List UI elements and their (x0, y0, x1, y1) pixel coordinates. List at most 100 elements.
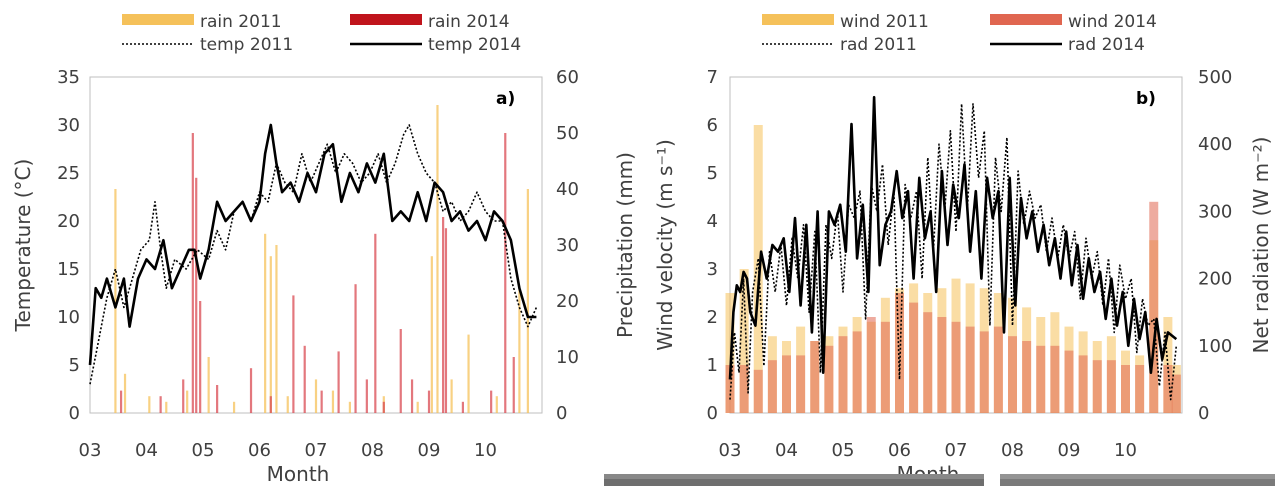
y-tick-label: 25 (57, 163, 80, 184)
y-axis-title-a: Temperature (°C) (11, 159, 35, 333)
x-tick-label: 09 (1058, 440, 1081, 461)
bar-wind-2014 (838, 336, 848, 413)
bar-rain-2011 (123, 373, 127, 413)
y-tick-label: 20 (57, 211, 80, 232)
bar-wind-2014 (1078, 355, 1088, 413)
legend-swatch-wind-2014 (990, 14, 1062, 25)
bar-wind-2014 (852, 331, 862, 413)
bar-wind-2014 (810, 341, 820, 413)
bar-rain-2011 (314, 379, 318, 413)
marks-panel-b: 0 1 2 3 4 5 6 7 0 100 200 300 400 500 03 04 05 06 07 08 09 10 (707, 67, 1233, 461)
bar-rain-2014 (365, 379, 368, 413)
legend-swatch-rain-2011 (122, 14, 194, 25)
y-axis-title-b: Wind velocity (m s⁻¹) (653, 139, 677, 351)
bar-wind-2014 (767, 360, 777, 413)
y2-axis-title-b: Net radiation (W m⁻²) (1249, 137, 1273, 354)
y-tick-label: 10 (57, 307, 80, 328)
bar-rain-2014 (199, 301, 202, 413)
legend-label-wind-2014: wind 2014 (1068, 12, 1157, 32)
bar-wind-2014 (1106, 360, 1116, 413)
bar-rain-2014 (354, 284, 357, 413)
x-tick-label: 07 (945, 440, 968, 461)
bar-wind-2014 (880, 321, 890, 413)
legend-swatch-rain-2014 (350, 14, 422, 25)
x-tick-label: 10 (1114, 440, 1137, 461)
y2-tick-label: 400 (1198, 134, 1232, 155)
y2-tick-label: 300 (1198, 201, 1232, 222)
legend-label-rad-2011: rad 2011 (840, 35, 917, 55)
legend-label-temp-2011: temp 2011 (200, 35, 293, 55)
bar-rain-2014 (337, 351, 340, 413)
legend-label-rad-2014: rad 2014 (1068, 35, 1145, 55)
bar-wind-2014 (1163, 365, 1173, 413)
y2-tick-label: 0 (1198, 403, 1209, 424)
bar-rain-2014 (374, 233, 377, 413)
bar-wind-2014 (1064, 350, 1074, 413)
plot-area-a (89, 76, 543, 414)
bar-wind-2014 (909, 302, 919, 413)
x-tick-label: 05 (832, 440, 855, 461)
bar-wind-2014 (739, 365, 749, 413)
line-temp-2011 (89, 124, 538, 385)
x-tick-label: 03 (79, 440, 102, 461)
x-tick-label: 07 (305, 440, 328, 461)
bar-rain-2014 (195, 177, 198, 413)
x-tick-label: 08 (1001, 440, 1024, 461)
bar-wind-2014 (979, 331, 989, 413)
bar-rain-2011 (269, 256, 272, 413)
bar-rain-2011 (232, 401, 236, 413)
bar-rain-2011 (526, 189, 529, 413)
y-tick-label: 15 (57, 259, 80, 280)
x-tick-label: 03 (719, 440, 742, 461)
bar-rain-2014 (504, 133, 507, 413)
line-temp-2014 (88, 123, 537, 366)
bar-wind-2014 (993, 326, 1003, 413)
bar-wind-2014 (782, 355, 791, 413)
bar-wind-2014 (1008, 336, 1017, 413)
bar-wind-2014 (1171, 374, 1181, 413)
bar-wind-2014 (951, 321, 961, 413)
bar-rain-2014 (410, 379, 414, 413)
bar-rain-2011 (467, 334, 470, 413)
y2-tick-label: 60 (556, 67, 579, 88)
bar-rain-2011 (348, 401, 351, 413)
bar-rain-2014 (512, 357, 515, 413)
y-tick-label: 5 (707, 163, 718, 184)
y-tick-label: 0 (707, 403, 718, 424)
legend-a: rain 2011 rain 2014 temp 2011 temp 2014 (122, 12, 521, 55)
bar-rain-2014 (269, 396, 272, 413)
bar-wind-2014 (937, 317, 947, 413)
y2-tick-label: 20 (556, 291, 579, 312)
bar-wind-2014 (1135, 365, 1145, 413)
bar-wind-2011 (725, 293, 735, 413)
bar-rain-2011 (450, 379, 453, 413)
bar-rain-2011 (495, 396, 498, 413)
bar-rain-2011 (518, 289, 521, 413)
bar-wind-2014 (1036, 345, 1046, 413)
y2-axis-title-a: Precipitation (mm) (613, 152, 637, 338)
y2-tick-label: 500 (1198, 67, 1232, 88)
y-tick-label: 3 (707, 259, 718, 280)
bar-rain-2014 (490, 390, 493, 413)
bar-rain-2011 (207, 357, 210, 413)
photo-strip-fragment (604, 474, 1275, 486)
x-tick-label: 05 (192, 440, 215, 461)
photo-fragment-right-highlight (1000, 474, 1275, 479)
bar-rain-2014 (182, 379, 185, 413)
legend-b: wind 2011 wind 2014 rad 2011 rad 2014 (762, 12, 1157, 55)
bar-rain-2014 (427, 390, 431, 413)
bar-rain-2014 (159, 396, 162, 413)
y2-tick-label: 10 (556, 347, 579, 368)
bar-wind-2014 (866, 317, 876, 413)
bar-rain-2014 (249, 368, 253, 413)
y2-tick-label: 50 (556, 123, 579, 144)
bar-rain-2011 (436, 105, 439, 413)
y-tick-label: 4 (707, 211, 718, 232)
x-axis-title-a: Month (267, 462, 330, 486)
y-tick-label: 5 (69, 355, 80, 376)
bar-rain-2014 (442, 217, 445, 413)
bar-wind-2014 (753, 369, 763, 413)
y2-tick-label: 30 (556, 235, 579, 256)
